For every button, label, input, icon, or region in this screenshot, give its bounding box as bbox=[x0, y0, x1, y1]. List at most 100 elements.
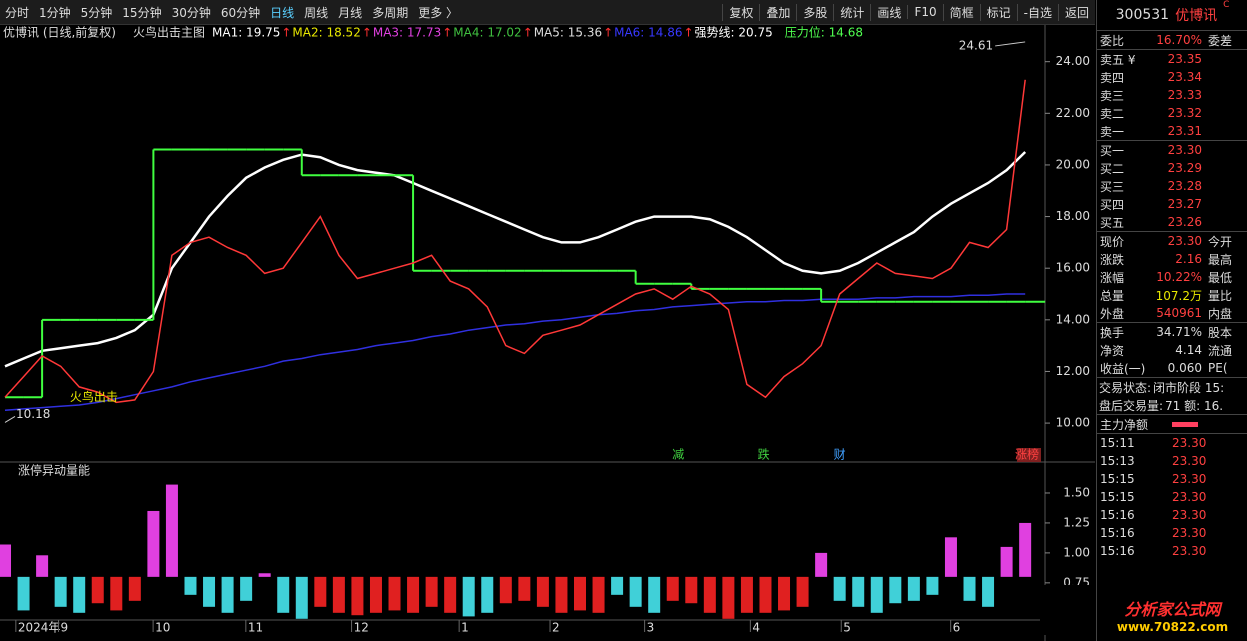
bar bbox=[314, 576, 327, 607]
quote-label: 买二 bbox=[1100, 161, 1125, 176]
toolbar-button[interactable]: 画线 bbox=[870, 3, 907, 21]
bar bbox=[221, 576, 234, 613]
period-group: 分时 1分钟 5分钟 15分钟 30分钟 60分钟 日线 周线 月线 多周期 更多 〉 bbox=[0, 4, 463, 21]
quote-extra: 委差 bbox=[1208, 33, 1233, 48]
toolbar-button[interactable]: -自选 bbox=[1016, 3, 1058, 21]
bar bbox=[944, 537, 957, 577]
x-tick-label: 9 bbox=[61, 621, 69, 635]
trade-time: 15:15 bbox=[1100, 472, 1135, 486]
quote-value: 23.34 bbox=[1167, 70, 1202, 84]
period-tab[interactable]: 日线 bbox=[270, 5, 295, 20]
y-tick-label: 1.00 bbox=[1063, 545, 1090, 559]
toolbar-button[interactable]: 统计 bbox=[833, 3, 870, 21]
bar bbox=[36, 555, 49, 577]
quote-value: 0.060 bbox=[1167, 361, 1202, 375]
bar bbox=[573, 576, 586, 611]
bar bbox=[17, 576, 30, 611]
quote-extra: 股本 bbox=[1208, 325, 1233, 340]
period-tab[interactable]: 多周期 bbox=[372, 5, 409, 20]
bar bbox=[1019, 522, 1032, 577]
trade-price: 23.30 bbox=[1172, 436, 1207, 450]
trade-time: 15:16 bbox=[1100, 508, 1135, 522]
bar bbox=[351, 576, 364, 616]
status-label: 盘后交易量: bbox=[1099, 398, 1164, 413]
period-tab[interactable]: 更多 〉 bbox=[418, 5, 459, 20]
quote-extra: 最高 bbox=[1208, 252, 1233, 267]
bar bbox=[240, 576, 253, 601]
period-tab[interactable]: 60分钟 bbox=[220, 5, 261, 20]
toolbar-button[interactable]: 复权 bbox=[722, 3, 759, 21]
quote-row: 涨幅 10.22% 最低 bbox=[1097, 268, 1247, 286]
main-net-label: 主力净额 bbox=[1100, 417, 1149, 432]
bar bbox=[91, 576, 104, 604]
watermark-url: www.70822.com bbox=[1116, 619, 1229, 634]
period-tab[interactable]: 周线 bbox=[304, 5, 329, 20]
trade-row: 15:16 23.30 bbox=[1097, 542, 1247, 560]
quote-value: 10.22% bbox=[1156, 270, 1202, 284]
toolbar-button[interactable]: 返回 bbox=[1057, 3, 1095, 21]
bar bbox=[629, 576, 642, 607]
trend-arrow: ↑ bbox=[523, 26, 533, 40]
quote-panel: 300531 优博讯 C 委比 16.70% 委差 卖五 ¥ 23.35 卖四 23.34 卖三 23… bbox=[1096, 0, 1247, 641]
toolbar-button[interactable]: 叠加 bbox=[759, 3, 796, 21]
bar bbox=[611, 576, 624, 595]
quote-row: 总量 107.2万 量比 bbox=[1097, 286, 1247, 304]
bar bbox=[759, 576, 772, 613]
quote-label: 总量 bbox=[1100, 288, 1125, 303]
quote-label: 涨跌 bbox=[1100, 252, 1125, 267]
y-tick-label: 16.00 bbox=[1056, 261, 1090, 275]
toolbar-button[interactable]: 多股 bbox=[796, 3, 833, 21]
y-tick-label: 1.50 bbox=[1063, 485, 1090, 499]
toolbar-button[interactable]: F10 bbox=[907, 5, 942, 19]
trend-arrow: ↑ bbox=[281, 26, 291, 40]
bar bbox=[184, 576, 197, 595]
quote-value: 23.33 bbox=[1167, 88, 1202, 102]
bar bbox=[889, 576, 902, 604]
trade-time: 15:11 bbox=[1100, 436, 1135, 450]
legend-item: MA6: 14.86 bbox=[614, 26, 682, 40]
period-tab[interactable]: 分时 bbox=[5, 5, 30, 20]
period-tab[interactable]: 1分钟 bbox=[39, 5, 71, 20]
bar bbox=[963, 576, 976, 601]
price-line bbox=[4, 293, 1026, 411]
toolbar-button[interactable]: 标记 bbox=[979, 3, 1017, 21]
trend-arrow: ↑ bbox=[603, 26, 613, 40]
quote-value: 4.14 bbox=[1175, 343, 1202, 357]
quote-row: 换手 34.71% 股本 bbox=[1097, 322, 1247, 341]
legend-item: MA5: 15.36 bbox=[534, 26, 602, 40]
x-tick-label: 1 bbox=[461, 621, 469, 635]
stock-flag: C bbox=[1223, 0, 1230, 10]
bar bbox=[165, 484, 178, 577]
status-value: 闭市阶段 15: bbox=[1153, 380, 1225, 395]
event-marker: 跌 bbox=[758, 447, 770, 462]
x-tick-label: 12 bbox=[354, 621, 369, 635]
stock-code: 300531 bbox=[1115, 7, 1170, 23]
quote-extra: 最低 bbox=[1208, 270, 1233, 285]
bar bbox=[926, 576, 939, 595]
trade-price: 23.30 bbox=[1172, 526, 1207, 540]
legend-item: MA4: 17.02 bbox=[453, 26, 521, 40]
period-tab[interactable]: 15分钟 bbox=[122, 5, 162, 20]
trade-row: 15:15 23.30 bbox=[1097, 470, 1247, 488]
main-net-bar bbox=[1172, 421, 1199, 427]
period-tab[interactable]: 30分钟 bbox=[171, 5, 211, 20]
quote-label: 买一 bbox=[1100, 143, 1125, 158]
bar bbox=[518, 576, 531, 601]
quote-label: 买五 bbox=[1100, 215, 1125, 230]
toolbar-button[interactable]: 简框 bbox=[942, 3, 980, 21]
period-tab[interactable]: 5分钟 bbox=[80, 5, 113, 20]
period-tab[interactable]: 月线 bbox=[338, 5, 363, 20]
y-tick-label: 22.00 bbox=[1056, 106, 1090, 120]
bar bbox=[203, 576, 216, 607]
bar bbox=[369, 576, 382, 613]
toolbar: 分时 1分钟 5分钟 15分钟 30分钟 60分钟 日线 周线 月线 多周期 更多 〉 复权 叠加 多股… bbox=[0, 0, 1095, 25]
y-tick-label: 20.00 bbox=[1056, 157, 1090, 171]
bar bbox=[536, 576, 549, 607]
quote-value: 23.35 bbox=[1167, 52, 1202, 66]
trade-price: 23.30 bbox=[1172, 490, 1207, 504]
bar bbox=[54, 576, 67, 607]
chart-title: 优博讯 (日线,前复权) bbox=[3, 25, 116, 40]
trade-row: 15:16 23.30 bbox=[1097, 524, 1247, 542]
quote-value: 23.28 bbox=[1167, 179, 1202, 193]
quote-label: 收益(一) bbox=[1100, 361, 1146, 376]
